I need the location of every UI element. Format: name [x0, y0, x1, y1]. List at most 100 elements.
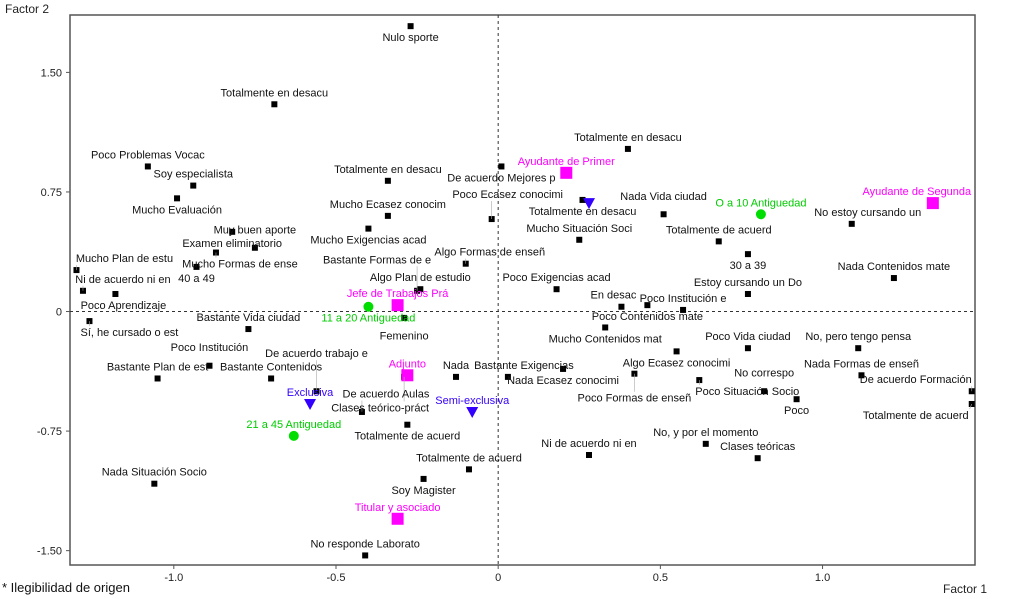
point-marker	[576, 236, 583, 243]
point-label: Poco Ecasez conocimi	[452, 189, 563, 201]
y-tick-label: -0.75	[37, 426, 62, 438]
point-label: Estoy cursando un Do	[694, 277, 802, 289]
point-label: Totalmente en desacu	[529, 206, 637, 218]
point-marker	[404, 421, 411, 428]
point-marker	[245, 326, 252, 333]
y-tick-label: 0	[56, 307, 62, 319]
point-label: Bastante Contenidos	[220, 361, 323, 373]
x-tick-label: 1.0	[815, 572, 830, 584]
point-marker	[858, 372, 865, 379]
point-label: No responde Laborato	[310, 538, 419, 550]
dedicacion-marker	[304, 398, 317, 410]
point-marker	[206, 362, 213, 369]
point-marker	[560, 365, 567, 372]
point-marker	[112, 290, 119, 297]
point-marker	[417, 286, 424, 293]
point-marker	[174, 195, 181, 202]
point-marker	[401, 314, 408, 321]
point-label: Femenino	[380, 330, 429, 342]
y-tick-label: 1.50	[41, 67, 62, 79]
point-marker	[754, 455, 761, 462]
point-label: Poco Institución e	[640, 293, 727, 305]
point-marker	[793, 396, 800, 403]
point-label: Nada Contenidos mate	[838, 261, 951, 273]
point-label: 21 a 45 Antiguedad	[246, 419, 341, 431]
point-label: Poco Vida ciudad	[705, 331, 790, 343]
point-marker	[384, 212, 391, 219]
point-label: Totalmente de acuerd	[863, 410, 969, 422]
point-label: Mucho Contenidos mat	[549, 333, 662, 345]
point-label: Soy Magister	[391, 485, 456, 497]
point-label: Totalmente de acuerd	[354, 431, 460, 443]
point-label: Poco Formas de enseñ	[578, 393, 692, 405]
point-label: Nada Situación Socio	[102, 467, 207, 479]
point-label: Jefe de Trabajos Prá	[347, 288, 449, 300]
point-label: Exclusiva	[287, 387, 334, 399]
point-label: Bastante Vida ciudad	[197, 312, 301, 324]
point-label: Mucho Formas de ense	[182, 259, 298, 271]
point-marker	[660, 211, 667, 218]
y-tick-label: 0.75	[41, 187, 62, 199]
footnote: * Ilegibilidad de origen	[2, 580, 130, 595]
point-label: Totalmente en desacu	[334, 164, 442, 176]
point-label: Mucho Evaluación	[132, 204, 222, 216]
point-marker	[761, 388, 768, 395]
point-marker	[365, 225, 372, 232]
point-marker	[680, 306, 687, 313]
point-marker	[271, 101, 278, 108]
point-marker	[251, 244, 258, 251]
point-marker	[702, 440, 709, 447]
point-label: No, pero tengo pensa	[805, 331, 912, 343]
point-label: Bastante Formas de e	[323, 254, 431, 266]
point-label: Algo Ecasez conocimi	[623, 357, 731, 369]
point-marker	[229, 228, 236, 235]
point-label: De acuerdo Mejores p	[447, 172, 555, 184]
y-axis-label: Factor 2	[5, 2, 50, 16]
point-label: Poco Problemas Vocac	[91, 149, 205, 161]
antiguedad-marker	[288, 430, 299, 441]
point-label: De acuerdo Aulas	[343, 388, 430, 400]
point-marker	[151, 480, 158, 487]
point-marker	[715, 238, 722, 245]
point-label: Nulo sporte	[382, 32, 438, 44]
dedicacion-marker	[582, 198, 595, 210]
point-marker	[744, 251, 751, 258]
point-label: Semi-exclusiva	[435, 395, 510, 407]
point-label: Bastante Plan de est	[107, 361, 209, 373]
point-label: Adjunto	[389, 358, 426, 370]
point-marker	[420, 475, 427, 482]
point-label: Mucho Plan de estu	[76, 253, 173, 265]
point-label: Totalmente de acuerd	[666, 224, 772, 236]
cargo-marker	[401, 369, 414, 382]
point-marker	[618, 303, 625, 310]
dedicacion-marker	[466, 406, 479, 418]
point-marker	[154, 375, 161, 382]
point-label: Mucho Situación Soci	[526, 223, 632, 235]
point-label: Nada Ecasez conocimi	[507, 375, 619, 387]
point-marker	[193, 263, 200, 270]
point-label: Titular y asociado	[355, 502, 441, 514]
point-marker	[744, 345, 751, 352]
point-label: Ni de acuerdo ni en	[75, 274, 170, 286]
point-marker	[644, 302, 651, 309]
point-marker	[362, 552, 369, 559]
point-label: Algo Formas de enseñ	[434, 247, 545, 259]
point-label: Soy especialista	[154, 169, 234, 181]
point-marker	[504, 373, 511, 380]
point-label: Poco Aprendizaje	[81, 300, 167, 312]
point-marker	[602, 324, 609, 331]
point-label: 40 a 49	[178, 273, 215, 285]
point-label: No estoy cursando un	[814, 207, 921, 219]
point-label: Examen eliminatorio	[182, 238, 282, 250]
point-label: Poco Contenidos mate	[592, 311, 703, 323]
point-marker	[190, 182, 197, 189]
point-marker	[673, 348, 680, 355]
point-label: Ayudante de Primer	[518, 156, 615, 168]
plot-frame	[69, 14, 976, 566]
point-label: Mucho Exigencias acad	[310, 235, 426, 247]
point-label: 30 a 39	[730, 260, 767, 272]
point-label: Poco Exigencias acad	[502, 272, 610, 284]
point-label: Clases teórico-práct	[331, 402, 429, 414]
point-marker	[407, 23, 414, 30]
